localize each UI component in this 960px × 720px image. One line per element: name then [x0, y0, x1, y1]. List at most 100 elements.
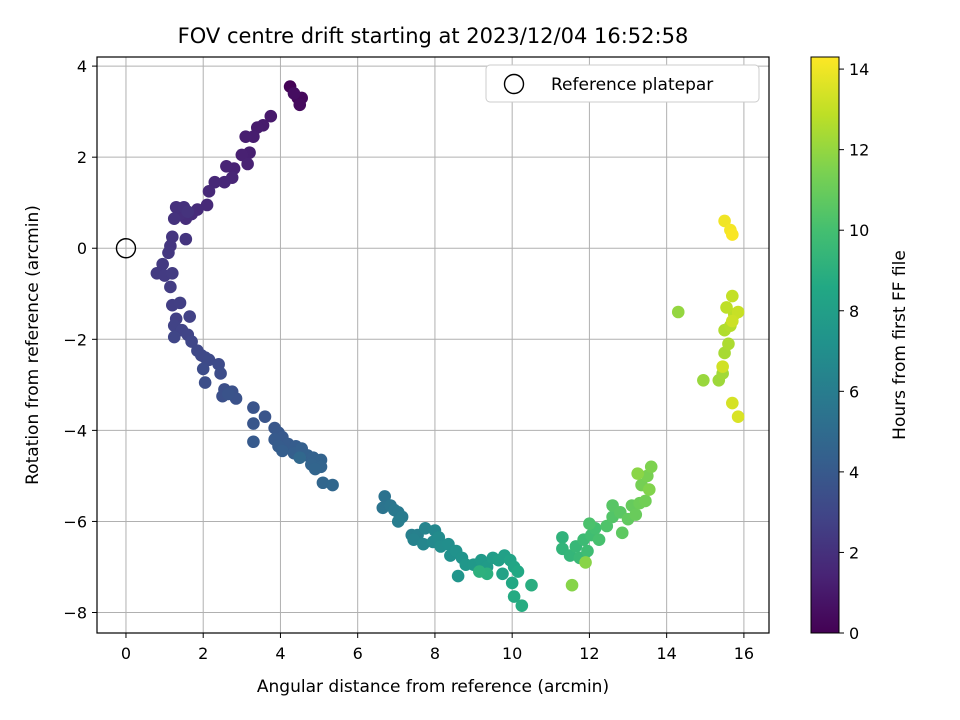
- data-point: [293, 451, 307, 464]
- data-points: [150, 80, 745, 612]
- data-point: [293, 98, 307, 112]
- data-point: [507, 590, 521, 603]
- data-point: [642, 483, 656, 496]
- colorbar-ticks: 0 2 4 6 8 10 12 14: [839, 60, 869, 643]
- colorbar-tick-label: 14: [849, 60, 869, 79]
- data-point: [511, 565, 525, 578]
- data-point: [167, 212, 181, 225]
- data-point: [722, 337, 735, 351]
- data-point: [181, 205, 195, 219]
- colorbar-tick-label: 6: [849, 382, 859, 401]
- data-point: [718, 214, 731, 228]
- data-point: [247, 417, 260, 430]
- data-point: [258, 410, 272, 424]
- data-point: [179, 232, 193, 246]
- data-point: [583, 517, 596, 531]
- data-point: [208, 175, 222, 189]
- data-point: [239, 130, 252, 143]
- data-point: [417, 537, 430, 551]
- data-point: [451, 569, 465, 583]
- x-tick-label: 6: [353, 644, 363, 663]
- reference-platepar-marker: [115, 238, 137, 259]
- y-tick-label: −6: [63, 512, 87, 531]
- data-point: [716, 360, 729, 373]
- data-point: [726, 289, 739, 303]
- y-tick-label: 0: [77, 239, 87, 258]
- x-tick-label: 14: [656, 644, 676, 663]
- x-tick-label: 4: [275, 644, 285, 663]
- data-point: [731, 410, 745, 424]
- data-point: [202, 185, 216, 198]
- data-point: [173, 296, 187, 310]
- data-point: [418, 521, 432, 535]
- data-point: [565, 578, 579, 592]
- data-point: [308, 462, 322, 476]
- data-point: [563, 549, 577, 562]
- data-point: [264, 109, 278, 123]
- x-tick-label: 2: [198, 644, 208, 663]
- data-point: [556, 531, 569, 544]
- grid: [97, 57, 769, 633]
- colorbar-tick-label: 8: [849, 302, 859, 321]
- data-point: [202, 353, 216, 367]
- y-tick-label: 4: [77, 57, 87, 76]
- y-tick-label: −4: [63, 421, 87, 440]
- data-point: [726, 314, 739, 328]
- data-point: [164, 280, 177, 294]
- data-point: [697, 373, 710, 387]
- legend-box: [485, 64, 760, 103]
- data-point: [726, 228, 739, 241]
- data-point: [726, 396, 739, 410]
- data-point: [276, 444, 289, 458]
- data-point: [515, 599, 529, 612]
- data-point: [391, 515, 405, 528]
- data-point: [407, 533, 420, 546]
- data-point: [473, 565, 486, 578]
- x-tick-label: 10: [502, 644, 522, 663]
- colorbar: [810, 56, 840, 634]
- colorbar-tick-label: 2: [849, 543, 859, 562]
- x-tick-label: 16: [734, 644, 754, 663]
- data-point: [581, 544, 594, 558]
- data-point: [247, 401, 260, 414]
- legend-reference-marker: [503, 73, 525, 95]
- data-point: [644, 460, 658, 474]
- data-point: [287, 87, 301, 100]
- data-point: [156, 257, 169, 271]
- data-point: [720, 301, 733, 314]
- data-point: [196, 362, 210, 376]
- data-point: [166, 266, 179, 280]
- colorbar-label: Hours from first FF file: [890, 250, 910, 440]
- data-point: [162, 246, 175, 260]
- x-tick-label: 0: [121, 644, 131, 663]
- data-point: [235, 148, 249, 162]
- data-point: [241, 157, 254, 171]
- x-axis-label: Angular distance from reference (arcmin): [257, 677, 609, 697]
- data-point: [496, 567, 509, 581]
- data-point: [214, 367, 227, 380]
- data-point: [326, 478, 339, 492]
- legend: Reference platepar: [485, 64, 760, 103]
- x-tick-label: 8: [430, 644, 440, 663]
- data-point: [198, 376, 212, 389]
- x-axis-ticks: 0 2 4 6 8 10 12 14 16: [121, 633, 754, 663]
- data-point: [185, 335, 198, 348]
- colorbar-tick-label: 10: [849, 221, 869, 240]
- data-point: [183, 310, 196, 323]
- data-point: [579, 556, 592, 569]
- data-point: [218, 175, 231, 189]
- data-point: [505, 576, 519, 590]
- data-point: [731, 305, 745, 319]
- colorbar-tick-label: 0: [849, 624, 859, 643]
- y-tick-label: −2: [63, 330, 87, 349]
- data-point: [525, 578, 538, 592]
- data-point: [629, 508, 643, 521]
- data-point: [200, 198, 214, 212]
- data-point: [615, 526, 629, 540]
- colorbar-tick-label: 4: [849, 463, 859, 482]
- data-point: [167, 330, 181, 344]
- y-tick-label: −8: [63, 604, 87, 623]
- x-tick-label: 12: [579, 644, 599, 663]
- data-point: [592, 533, 606, 546]
